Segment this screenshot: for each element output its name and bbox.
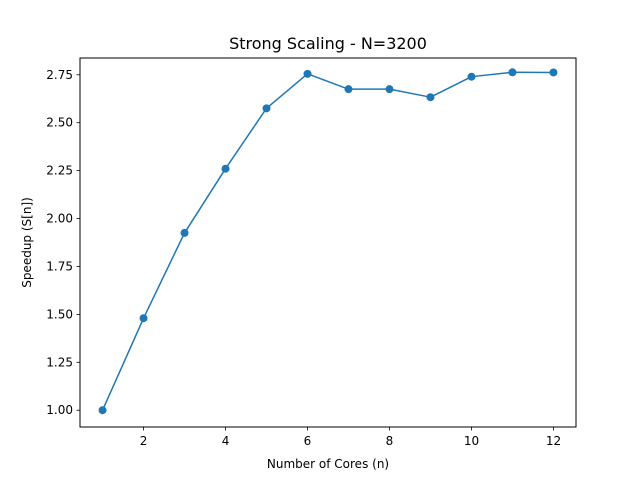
y-tick-label: 1.25 (46, 355, 73, 369)
x-axis-label: Number of Cores (n) (267, 457, 389, 471)
data-point (385, 85, 394, 94)
data-point (139, 314, 148, 323)
y-tick-label: 2.75 (46, 68, 73, 82)
data-point (467, 72, 476, 81)
axes-frame (79, 57, 577, 428)
x-tick-label: 2 (140, 434, 148, 448)
x-tick-label: 12 (546, 434, 561, 448)
y-tick-label: 1.75 (46, 259, 73, 273)
x-tick-label: 8 (386, 434, 394, 448)
y-tick-label: 2.00 (46, 212, 73, 226)
plot-area (98, 68, 558, 415)
data-point (98, 406, 107, 415)
data-point (262, 104, 271, 113)
y-tick-label: 1.00 (46, 403, 73, 417)
data-point (221, 164, 230, 173)
x-axis: 2 4 6 8 10 12 (140, 427, 561, 448)
x-tick-label: 10 (464, 434, 479, 448)
x-tick-label: 6 (304, 434, 312, 448)
data-point (180, 228, 189, 237)
y-tick-label: 2.50 (46, 116, 73, 130)
y-tick-label: 2.25 (46, 164, 73, 178)
y-axis-label: Speedup (S[n]) (20, 197, 34, 288)
series-line (101, 71, 554, 411)
data-point (344, 85, 353, 94)
x-tick-label: 4 (222, 434, 230, 448)
data-point (508, 68, 517, 77)
y-tick-label: 1.50 (46, 307, 73, 321)
chart-title: Strong Scaling - N=3200 (229, 34, 427, 53)
data-point (426, 93, 435, 102)
y-axis: 1.00 1.25 1.50 1.75 2.00 2.25 2.50 2.75 (46, 68, 80, 417)
data-point (303, 69, 312, 78)
data-point (549, 68, 558, 77)
